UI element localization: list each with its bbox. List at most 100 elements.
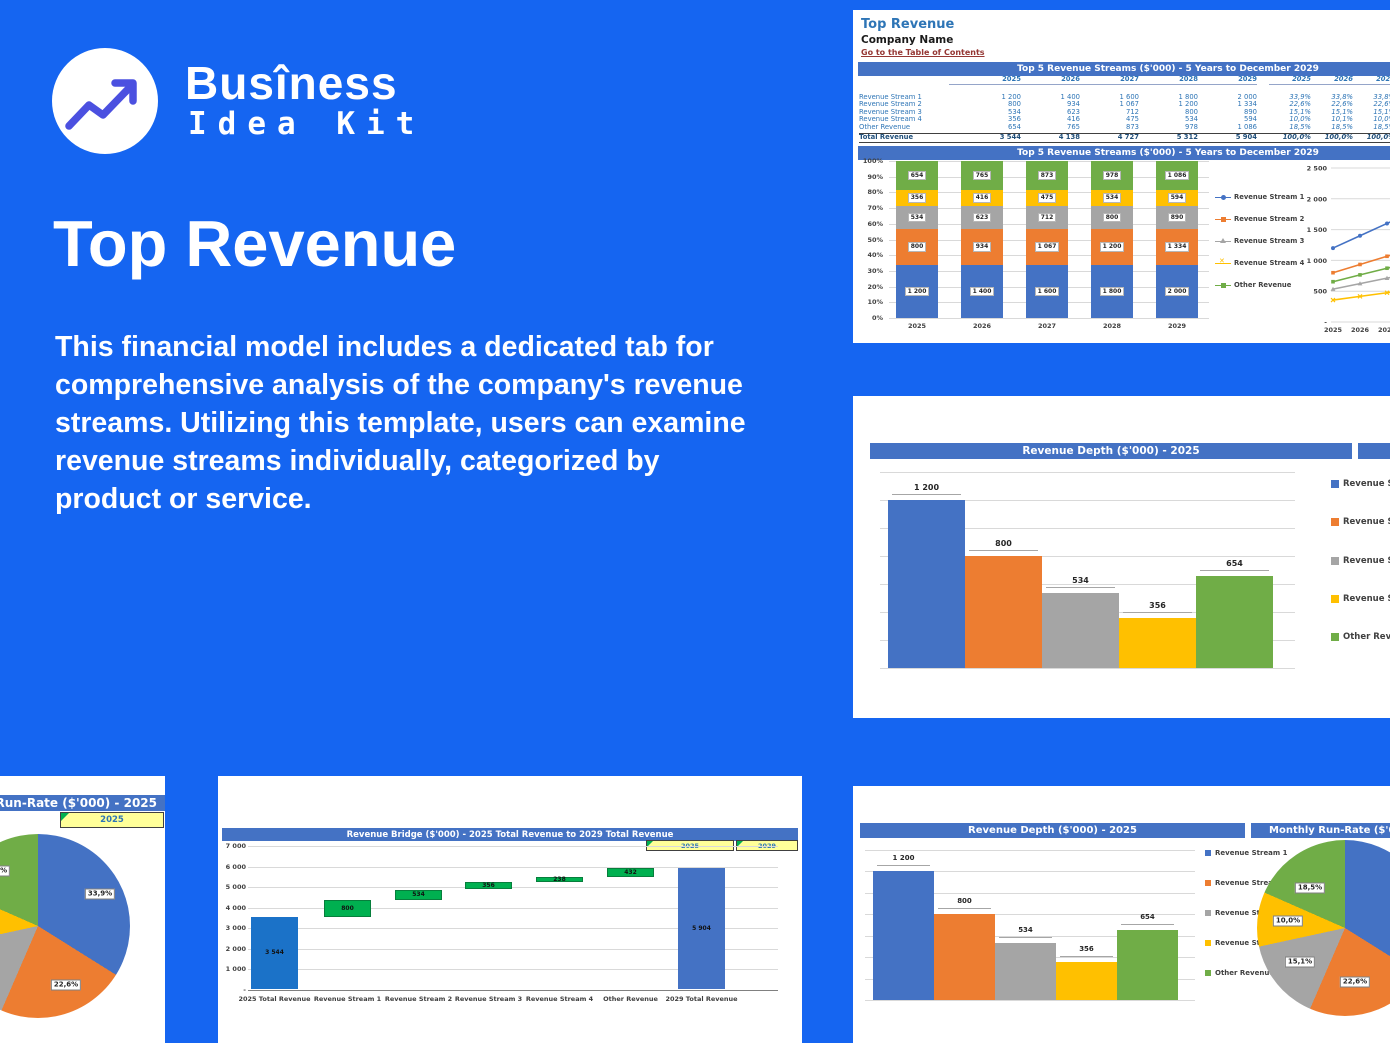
cell-percent: 2026 bbox=[1311, 75, 1353, 85]
column-gap bbox=[1257, 116, 1269, 124]
stacked-bar: 654 356 534 800 1 200 bbox=[896, 161, 938, 318]
segment-data-label: 712 bbox=[1037, 212, 1057, 223]
cell-percent: 10,0% bbox=[1289, 115, 1311, 123]
y-axis-tick: 1 000 bbox=[1307, 257, 1328, 265]
y-axis-tick: 5 000 bbox=[225, 883, 246, 891]
bar-segment: 534 bbox=[896, 205, 938, 230]
segment-data-label: 1 800 bbox=[1099, 286, 1125, 297]
cell-percent: 2027 bbox=[1353, 75, 1390, 85]
bar-segment: 800 bbox=[896, 229, 938, 265]
segment-data-label: 934 bbox=[972, 242, 992, 252]
segment-data-label: 416 bbox=[972, 193, 992, 203]
section-header-chart: Top 5 Revenue Streams ($'000) - 5 Years … bbox=[858, 146, 1390, 160]
bridge-end-year-value: 2029 bbox=[757, 841, 777, 850]
marker bbox=[1384, 290, 1390, 296]
legend-x: ✕ bbox=[1219, 257, 1225, 265]
x-axis-label: 2025 bbox=[907, 322, 927, 330]
sheet-panel-top: Top Revenue Company Name Go to the Table… bbox=[853, 10, 1390, 343]
cell-value: 4 138 bbox=[1058, 133, 1080, 141]
cell-percent: 18,5% bbox=[1289, 122, 1311, 131]
gridline bbox=[865, 871, 1195, 873]
bar-segment: 594 bbox=[1156, 189, 1198, 206]
legend-item: ✕ Revenue Stream 4 bbox=[1215, 257, 1305, 267]
marker bbox=[1330, 286, 1336, 291]
bar-data-label: 534 bbox=[1018, 925, 1033, 934]
table-row: Revenue Stream 2 800 934 1 067 1 200 1 334 22,… bbox=[859, 100, 1390, 109]
legend-swatch bbox=[1331, 557, 1339, 565]
column-gap bbox=[1257, 101, 1269, 109]
legend-swatch bbox=[1205, 910, 1211, 916]
plot-area: 1 200 800 534 356 654 bbox=[880, 472, 1295, 669]
legend-square bbox=[1220, 282, 1226, 288]
x-axis-line bbox=[248, 989, 778, 991]
bar-data-label: 238 bbox=[553, 875, 566, 883]
y-axis-tick: 4 000 bbox=[225, 903, 246, 912]
bar bbox=[1196, 576, 1273, 668]
y-axis-tick: 500 bbox=[1313, 288, 1327, 296]
bar-segment: 416 bbox=[961, 190, 1003, 206]
bar-data-label: 356 bbox=[1149, 601, 1166, 611]
row-label: Revenue Stream 1 bbox=[859, 92, 922, 101]
cell-percent: 18,5% bbox=[1373, 122, 1390, 131]
revenue-depth-panel: Revenue Depth ($'000) - 2025 1 200 800 534… bbox=[853, 396, 1390, 718]
cell-percent: 33,8% bbox=[1373, 92, 1390, 101]
waterfall-bar: 534 bbox=[395, 889, 442, 901]
cell-value: 712 bbox=[1126, 107, 1139, 116]
y-axis-tick: 7 000 bbox=[225, 842, 246, 850]
waterfall-bar: 3 544 bbox=[251, 916, 298, 990]
legend-marker-icon bbox=[1215, 194, 1231, 201]
cell-percent: 100,0% bbox=[1324, 133, 1353, 141]
legend-item: Other Revenue bbox=[1331, 632, 1390, 642]
y-axis-tick: 2 000 bbox=[1307, 195, 1328, 203]
cell-value: 2 000 bbox=[1237, 92, 1257, 101]
cell-percent: 33,8% bbox=[1331, 92, 1353, 101]
pie bbox=[1257, 840, 1390, 1016]
legend-item: Revenue Stream 3 bbox=[1331, 556, 1390, 566]
gridline bbox=[248, 928, 778, 929]
bar-data-label: 356 bbox=[1079, 944, 1094, 953]
dropdown-flag-icon bbox=[647, 841, 653, 847]
segment-data-label: 534 bbox=[1102, 193, 1122, 203]
bar-data-label: 800 bbox=[995, 539, 1012, 548]
gridline bbox=[880, 668, 1295, 669]
bar-segment: 534 bbox=[1091, 189, 1133, 206]
legend-label: Revenue Stream 1 bbox=[1215, 849, 1288, 857]
gridline bbox=[248, 907, 778, 909]
bridge-end-year-dropdown[interactable]: 2029 bbox=[736, 840, 798, 851]
bar-data-label: 3 544 bbox=[265, 949, 284, 957]
waterfall-bar: 432 bbox=[607, 868, 654, 878]
bridge-start-year-dropdown[interactable]: 2025 bbox=[646, 840, 734, 851]
column-gap bbox=[1257, 109, 1269, 117]
cell-percent: 10,1% bbox=[1331, 115, 1353, 123]
x-axis-label: Revenue Stream 2 bbox=[384, 995, 453, 1003]
x-axis-label: Revenue Stream 1 bbox=[313, 995, 382, 1003]
data-label-leader-line bbox=[999, 936, 1052, 938]
revenue-bridge-header: Revenue Bridge ($'000) - 2025 Total Reve… bbox=[222, 828, 798, 841]
year-dropdown[interactable]: 2025 bbox=[60, 812, 164, 828]
table-of-contents-link[interactable]: Go to the Table of Contents bbox=[861, 48, 985, 57]
cell-value: 978 bbox=[1185, 122, 1198, 131]
cell-value: 873 bbox=[1126, 122, 1139, 131]
cell-value: 654 bbox=[1008, 122, 1021, 131]
data-label-leader-line bbox=[1060, 955, 1113, 957]
cell-percent: 18,5% bbox=[1331, 122, 1353, 131]
cell-value: 2026 bbox=[1021, 75, 1080, 85]
segment-data-label: 890 bbox=[1167, 212, 1187, 223]
bar-segment: 873 bbox=[1026, 161, 1068, 190]
legend-label: Revenue Stream 3 bbox=[1234, 237, 1305, 245]
sheet-company-name: Company Name bbox=[861, 34, 954, 46]
gridline bbox=[865, 892, 1195, 894]
table-total-row: Total Revenue 3 544 4 138 4 727 5 312 5 904 10… bbox=[859, 133, 1390, 143]
plot-area: 1 200 800 534 356 654 bbox=[865, 850, 1195, 1001]
marker bbox=[1358, 273, 1362, 277]
legend-label: Revenue Stream 4 bbox=[1343, 594, 1390, 604]
run-rate-header: Run-Rate ($'000) - 2025 bbox=[0, 795, 165, 811]
legend-label: Revenue Stream 4 bbox=[1234, 259, 1305, 267]
column-gap bbox=[1257, 94, 1269, 102]
table-row: Revenue Stream 4 356 416 475 534 594 10,0% 10,1… bbox=[859, 115, 1390, 124]
bar bbox=[1119, 618, 1196, 668]
marker bbox=[1385, 254, 1389, 259]
waterfall-bar: 800 bbox=[324, 900, 371, 917]
cell-percent: 10,0% bbox=[1373, 115, 1390, 123]
column-gap bbox=[1257, 134, 1269, 142]
